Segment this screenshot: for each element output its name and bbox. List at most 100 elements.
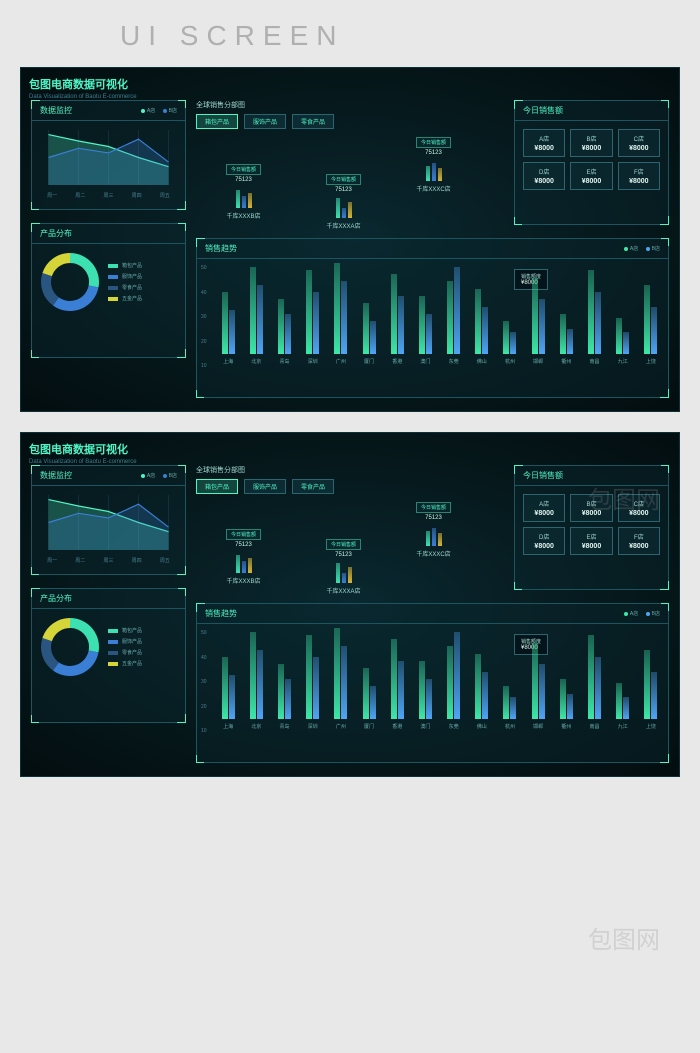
store-node[interactable]: 今日销售额 75123 千库XXXA店	[326, 168, 361, 230]
donut-chart	[40, 252, 100, 312]
trend-city[interactable]: 青岛	[271, 254, 297, 365]
dashboard-title: 包图电商数据可视化	[29, 441, 671, 457]
trend-city[interactable]: 北京	[243, 619, 269, 730]
trend-city[interactable]: 九江	[610, 619, 636, 730]
trend-city[interactable]: 上饶	[638, 254, 664, 365]
legend-item: 服饰产品	[108, 638, 142, 645]
trend-city-label: 广州	[336, 723, 346, 730]
trend-city[interactable]: 九江	[610, 254, 636, 365]
trend-city[interactable]: 广州	[328, 254, 354, 365]
trend-city[interactable]: 青岛	[271, 619, 297, 730]
trend-city[interactable]: 南昌	[581, 619, 607, 730]
trend-city[interactable]: 东莞	[441, 619, 467, 730]
store-node[interactable]: 今日销售额 75123 千库XXXC店	[416, 496, 451, 558]
map-area: 今日销售额 75123 千库XXXB店 今日销售额 75123 千库XXXA店 …	[196, 488, 506, 593]
store-node[interactable]: 今日销售额 75123 千库XXXB店	[226, 158, 261, 220]
legend-item: 零食产品	[108, 649, 142, 656]
trend-city[interactable]: 上海	[215, 254, 241, 365]
trend-city[interactable]: 南昌	[581, 254, 607, 365]
trend-city-label: 上饶	[646, 358, 656, 365]
store-node[interactable]: 今日销售额 75123 千库XXXA店	[326, 533, 361, 595]
store-name: 千库XXXC店	[416, 549, 451, 558]
page-heading: UI SCREEN	[0, 0, 700, 67]
store-node[interactable]: 今日销售额 75123 千库XXXC店	[416, 131, 451, 193]
trend-city-label: 南昌	[590, 723, 600, 730]
sales-cell[interactable]: C店 ¥8000	[618, 129, 660, 157]
trend-title: 销售趋势	[205, 243, 237, 254]
trend-city[interactable]: 深圳	[300, 619, 326, 730]
trend-city[interactable]: 香港	[384, 619, 410, 730]
sales-cell[interactable]: B店 ¥8000	[570, 129, 612, 157]
trend-city[interactable]: 东莞	[441, 254, 467, 365]
trend-city[interactable]: 澳门	[412, 619, 438, 730]
center-title: 全球销售分部图	[196, 465, 506, 475]
store-bars	[226, 551, 261, 573]
trend-city[interactable]: 邯郸	[525, 619, 551, 730]
trend-city[interactable]: 衢州	[553, 254, 579, 365]
legend-item: 五金产品	[108, 660, 142, 667]
sales-cell[interactable]: E店 ¥8000	[570, 162, 612, 190]
trend-city[interactable]: 上海	[215, 619, 241, 730]
store-value: 75123	[326, 187, 361, 193]
store-badge: 今日销售额	[326, 174, 361, 185]
trend-city[interactable]: 邯郸	[525, 254, 551, 365]
sales-cell-name: B店	[573, 134, 609, 143]
sales-cell[interactable]: B店 ¥8000	[570, 494, 612, 522]
trend-city[interactable]: 衢州	[553, 619, 579, 730]
sales-cell-name: A店	[526, 499, 562, 508]
watermark: 包图网	[588, 920, 660, 955]
today-sales-panel: 今日销售额 A店 ¥8000 B店 ¥8000 C店 ¥8000 D店 ¥800…	[514, 465, 669, 590]
today-sales-title: 今日销售额	[523, 470, 563, 481]
sales-cell[interactable]: D店 ¥8000	[523, 162, 565, 190]
trend-city-label: 香港	[392, 723, 402, 730]
sales-cell-value: ¥8000	[573, 145, 609, 152]
trend-city[interactable]: 广州	[328, 619, 354, 730]
trend-legend: A店 B店	[618, 610, 660, 617]
store-bars	[326, 561, 361, 583]
store-name: 千库XXXB店	[226, 576, 261, 585]
sales-cell[interactable]: A店 ¥8000	[523, 129, 565, 157]
trend-city[interactable]: 佛山	[469, 619, 495, 730]
sales-cell[interactable]: E店 ¥8000	[570, 527, 612, 555]
trend-city[interactable]: 佛山	[469, 254, 495, 365]
sales-cell[interactable]: A店 ¥8000	[523, 494, 565, 522]
sales-cell-name: A店	[526, 134, 562, 143]
trend-chart: 5040302010 销售额度¥8000 上海 北京	[197, 624, 668, 752]
trend-city[interactable]: 香港	[384, 254, 410, 365]
monitor-title: 数据监控	[40, 105, 72, 116]
sales-cell[interactable]: C店 ¥8000	[618, 494, 660, 522]
sales-cell-name: F店	[621, 532, 657, 541]
store-bars	[416, 159, 451, 181]
trend-chart: 5040302010 销售额度¥8000 上海 北京	[197, 259, 668, 387]
store-badge: 今日销售额	[416, 502, 451, 513]
store-badge: 今日销售额	[416, 137, 451, 148]
trend-city[interactable]: 深圳	[300, 254, 326, 365]
trend-city-label: 青岛	[279, 358, 289, 365]
legend-item: 服饰产品	[108, 273, 142, 280]
trend-city[interactable]: 澳门	[412, 254, 438, 365]
store-bars	[416, 524, 451, 546]
trend-city[interactable]: 厦门	[356, 254, 382, 365]
monitor-panel: 数据监控 A店 B店 周一周二周三周四周五	[31, 100, 186, 210]
sales-cell-name: C店	[621, 499, 657, 508]
legend-item: 零食产品	[108, 284, 142, 291]
map-area: 今日销售额 75123 千库XXXB店 今日销售额 75123 千库XXXA店 …	[196, 123, 506, 228]
dashboard: 包图电商数据可视化 Data Visualization of Baotu E-…	[20, 432, 680, 777]
sales-cell-value: ¥8000	[621, 178, 657, 185]
trend-city[interactable]: 上饶	[638, 619, 664, 730]
sales-cell-value: ¥8000	[526, 178, 562, 185]
trend-title: 销售趋势	[205, 608, 237, 619]
trend-city-label: 杭州	[505, 358, 515, 365]
sales-cell[interactable]: F店 ¥8000	[618, 162, 660, 190]
trend-city[interactable]: 杭州	[497, 254, 523, 365]
trend-city[interactable]: 杭州	[497, 619, 523, 730]
store-name: 千库XXXB店	[226, 211, 261, 220]
sales-cell[interactable]: D店 ¥8000	[523, 527, 565, 555]
sales-cell[interactable]: F店 ¥8000	[618, 527, 660, 555]
store-badge: 今日销售额	[226, 529, 261, 540]
legend-item: 箱包产品	[108, 627, 142, 634]
trend-city[interactable]: 厦门	[356, 619, 382, 730]
store-name: 千库XXXA店	[326, 586, 361, 595]
store-node[interactable]: 今日销售额 75123 千库XXXB店	[226, 523, 261, 585]
trend-city[interactable]: 北京	[243, 254, 269, 365]
